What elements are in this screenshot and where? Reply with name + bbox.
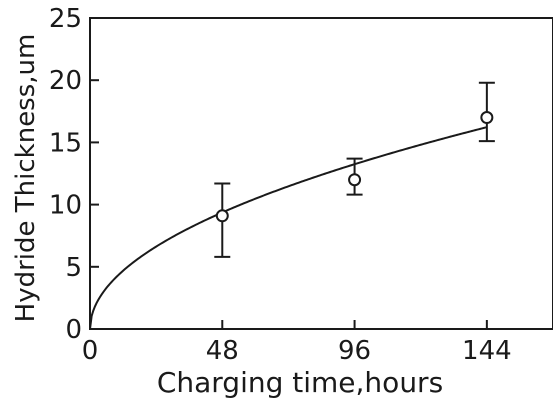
data-point — [214, 182, 231, 258]
x-tick-label: 144 — [462, 336, 512, 366]
y-tick-label: 15 — [49, 128, 82, 158]
y-axis-label: Hydride Thickness,um — [11, 34, 41, 323]
y-tick-label: 20 — [49, 66, 82, 96]
point-marker — [348, 173, 362, 187]
point-marker — [480, 111, 494, 125]
plot-frame — [89, 17, 553, 330]
y-tick-label: 0 — [65, 315, 82, 345]
data-point — [346, 157, 363, 196]
point-marker — [215, 209, 229, 223]
data-point — [478, 81, 495, 143]
fit-curve — [89, 126, 488, 330]
y-tick-label: 5 — [65, 253, 82, 283]
x-tick-label: 48 — [206, 336, 239, 366]
x-tick-label: 96 — [338, 336, 371, 366]
y-tick-label: 25 — [49, 4, 82, 34]
x-axis-label: Charging time,hours — [157, 366, 443, 398]
y-tick-label: 10 — [49, 191, 82, 221]
x-tick-label: 0 — [82, 336, 99, 366]
data-points — [214, 81, 495, 258]
axis-tick-labels: 0 48 96 144 0 5 10 15 20 25 — [49, 4, 512, 366]
axis-ticks — [89, 17, 488, 330]
